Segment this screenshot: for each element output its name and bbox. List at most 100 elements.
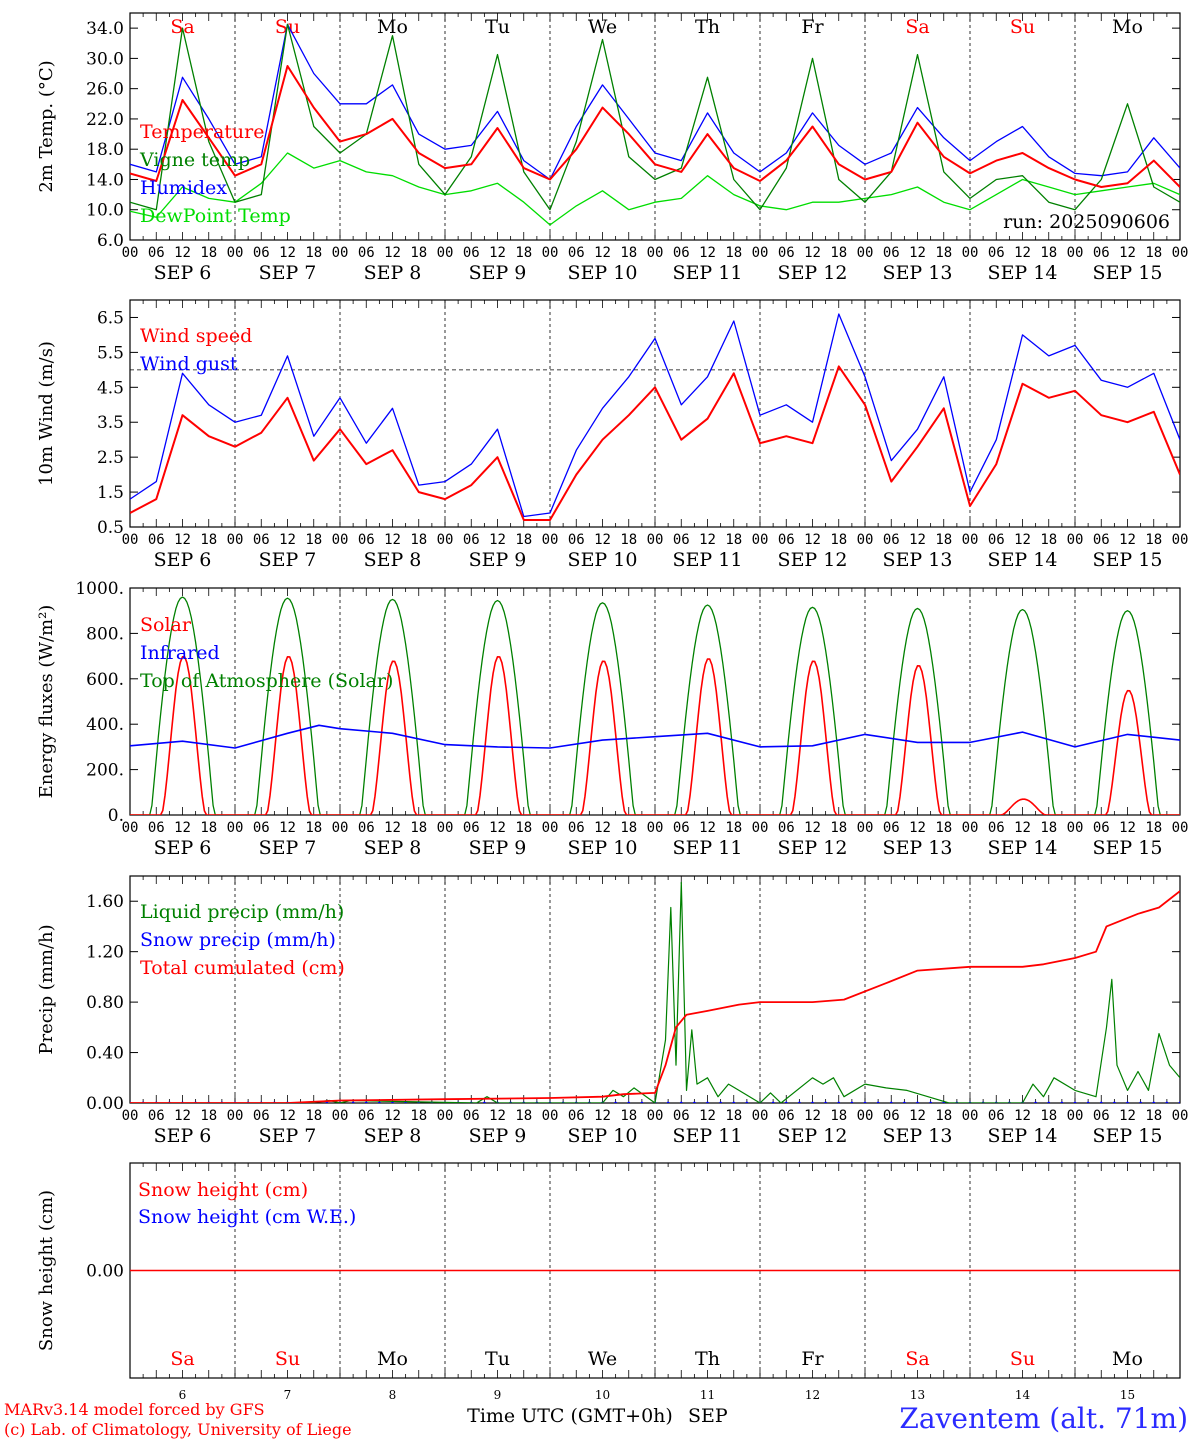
- hour-tick-label: 12: [699, 820, 716, 836]
- hour-tick-label: 12: [384, 820, 401, 836]
- date-label: SEP 7: [259, 1125, 317, 1147]
- weekday-label: Su: [1010, 1348, 1035, 1370]
- y-tick-label: 6.0: [97, 231, 124, 251]
- date-label: SEP 14: [988, 837, 1058, 859]
- snow-precip-point: [627, 1101, 631, 1103]
- snow-precip-point: [377, 1101, 381, 1103]
- date-label: SEP 9: [469, 262, 527, 284]
- hour-tick-label: 18: [410, 820, 427, 836]
- hour-tick-label: 00: [437, 532, 454, 548]
- hour-tick-label: 00: [752, 532, 769, 548]
- hour-tick-label: 06: [1093, 1108, 1110, 1124]
- hour-tick-label: 06: [988, 245, 1005, 261]
- hour-tick-label: 06: [568, 245, 585, 261]
- hour-tick-label: 18: [620, 245, 637, 261]
- panel-energy: 0. 200. 400. 600. 800. 1000. Energy fluxes (W/…: [36, 579, 1188, 859]
- legend-wind-speed: Wind speed: [140, 325, 252, 347]
- hour-tick-label: 18: [935, 820, 952, 836]
- legend-solar: Solar: [140, 614, 192, 636]
- hour-tick-label: 00: [542, 532, 559, 548]
- y-tick-label: 0.00: [86, 1262, 124, 1282]
- hour-tick-label: 00: [647, 1108, 664, 1124]
- hour-tick-label: 12: [174, 820, 191, 836]
- snow-precip-point: [351, 1101, 355, 1103]
- series-line-dewpoint-temp: [130, 152, 1180, 226]
- y-tick-label: 14.0: [86, 170, 124, 190]
- hour-tick-label: 12: [1119, 1108, 1136, 1124]
- date-label: SEP 6: [154, 549, 212, 571]
- series-line-solar: [130, 655, 1180, 815]
- hour-tick-label: 00: [1067, 820, 1084, 836]
- snow-precip-point: [929, 1101, 933, 1103]
- y-tick-label: 3.5: [97, 413, 124, 433]
- hour-tick-label: 12: [909, 245, 926, 261]
- hour-tick-label: 12: [594, 820, 611, 836]
- legend-top-of-atmosphere-solar-: Top of Atmosphere (Solar): [140, 670, 393, 692]
- date-label: SEP 13: [883, 1125, 953, 1147]
- day-number-label: 13: [910, 1388, 925, 1402]
- hour-tick-label: 00: [1172, 1108, 1189, 1124]
- weekday-label: Mo: [377, 16, 408, 38]
- y-tick-label: 4.5: [97, 378, 124, 398]
- hour-tick-label: 06: [253, 820, 270, 836]
- snow-precip-point: [364, 1101, 368, 1103]
- hour-tick-label: 06: [463, 245, 480, 261]
- hour-tick-label: 00: [962, 820, 979, 836]
- hour-tick-label: 06: [883, 245, 900, 261]
- hour-tick-label: 06: [253, 1108, 270, 1124]
- hour-tick-label: 18: [725, 532, 742, 548]
- snow-precip-point: [824, 1101, 828, 1103]
- snow-precip-point: [916, 1101, 919, 1103]
- day-number-label: 6: [179, 1388, 187, 1402]
- hour-tick-label: 06: [358, 1108, 375, 1124]
- date-label: SEP 10: [568, 837, 638, 859]
- hour-tick-label: 06: [148, 1108, 165, 1124]
- hour-tick-label: 18: [620, 532, 637, 548]
- date-label: SEP 12: [778, 837, 848, 859]
- date-label: SEP 6: [154, 1125, 212, 1147]
- hour-tick-label: 12: [279, 245, 296, 261]
- series-line-humidex: [130, 23, 1180, 181]
- hour-tick-label: 12: [1014, 532, 1031, 548]
- weekday-label: Mo: [377, 1348, 408, 1370]
- hour-tick-label: 18: [725, 820, 742, 836]
- hour-tick-label: 12: [489, 245, 506, 261]
- hour-tick-label: 00: [1067, 532, 1084, 548]
- hour-tick-label: 18: [200, 1108, 217, 1124]
- legend-snow-precip-mm-h-: Snow precip (mm/h): [140, 929, 336, 951]
- weekday-label: Tu: [485, 1348, 510, 1370]
- day-number-label: 11: [700, 1388, 715, 1402]
- hour-tick-label: 18: [935, 245, 952, 261]
- hour-tick-label: 00: [227, 532, 244, 548]
- y-tick-label: 0.5: [97, 518, 124, 538]
- weekday-label: Mo: [1112, 16, 1143, 38]
- weekday-label: Th: [695, 1348, 720, 1370]
- hour-tick-label: 18: [830, 1108, 847, 1124]
- date-label: SEP 13: [883, 837, 953, 859]
- date-label: SEP 6: [154, 837, 212, 859]
- y-tick-label: 1.60: [86, 892, 124, 912]
- snow-precip-point: [1047, 1101, 1051, 1103]
- legend-vigne-temp: Vigne temp: [139, 149, 250, 171]
- hour-tick-label: 00: [542, 820, 559, 836]
- y-tick-label: 1000.: [75, 579, 124, 599]
- hour-tick-label: 06: [1093, 532, 1110, 548]
- y-tick-label: 0.: [108, 806, 124, 826]
- hour-tick-label: 18: [935, 1108, 952, 1124]
- y-tick-label: 30.0: [86, 49, 124, 69]
- hour-tick-label: 06: [778, 820, 795, 836]
- date-label: SEP 13: [883, 549, 953, 571]
- hour-tick-label: 06: [148, 532, 165, 548]
- hour-tick-label: 00: [857, 1108, 874, 1124]
- snow-precip-point: [771, 1101, 775, 1103]
- hour-tick-label: 12: [594, 532, 611, 548]
- hour-tick-label: 18: [725, 1108, 742, 1124]
- hour-tick-label: 12: [1014, 1108, 1031, 1124]
- hour-tick-label: 12: [279, 1108, 296, 1124]
- y-tick-label: 1.20: [86, 943, 124, 963]
- hour-tick-label: 12: [909, 1108, 926, 1124]
- hour-tick-label: 12: [489, 1108, 506, 1124]
- hour-tick-label: 12: [174, 532, 191, 548]
- date-label: SEP 8: [364, 262, 422, 284]
- day-number-label: 12: [805, 1388, 820, 1402]
